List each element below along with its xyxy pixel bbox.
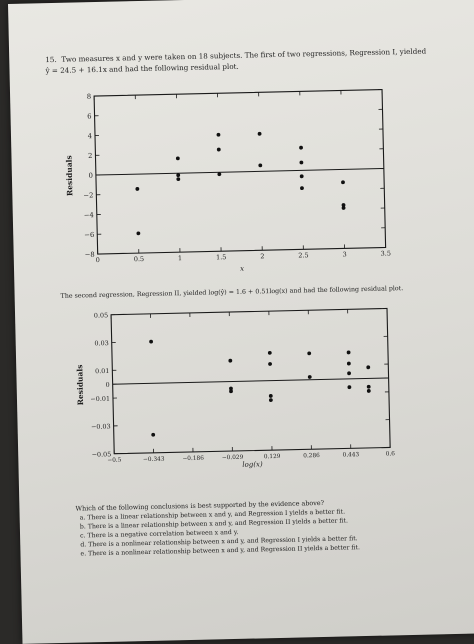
data-point (258, 163, 262, 167)
data-point (268, 351, 272, 355)
x-tick-label: 0.443 (343, 452, 360, 458)
data-point (300, 186, 304, 190)
x-tick-label: −0.029 (222, 455, 244, 461)
data-point (151, 433, 155, 437)
zero-line (96, 169, 384, 176)
data-point (367, 389, 371, 393)
y-axis-label: Residuals (75, 365, 85, 406)
x-axis-label: x (240, 265, 244, 273)
data-point (347, 362, 351, 366)
data-point (341, 180, 345, 184)
x-tick-label: −0.186 (182, 456, 204, 462)
y-tick-label: −6 (84, 231, 94, 239)
data-point (217, 148, 221, 152)
x-tick-label: 0 (96, 256, 100, 264)
residual-plot-regression-1: 0 0.5 1 1.5 2 2.5 3 3.5 8 6 4 2 0 −2 −4 −6 −8 Residuals x (63, 86, 391, 277)
x-tick-label: 1.5 (216, 253, 227, 261)
x-tick-label: 0.129 (264, 454, 281, 460)
data-point (300, 174, 304, 178)
y-tick-label: −2 (83, 191, 93, 199)
x-tick-label: 3.5 (380, 249, 391, 257)
data-point (136, 231, 140, 235)
data-point (269, 398, 273, 402)
y-tick-label: 0.05 (94, 311, 108, 319)
x-axis-label: log(x) (242, 460, 263, 468)
x-tick-label: 1 (178, 254, 182, 262)
data-point (347, 351, 351, 355)
y-tick-label: −4 (84, 211, 94, 219)
x-tick-label: 2.5 (298, 251, 309, 259)
x-tick-label: 3 (342, 250, 346, 258)
y-tick-label: −0.03 (91, 422, 111, 430)
data-point (366, 365, 370, 369)
data-point (367, 385, 371, 389)
zero-line (113, 378, 389, 384)
x-tick-label: −0.5 (107, 458, 122, 464)
choice-letter: d. (80, 541, 88, 548)
y-tick-label: 0 (105, 381, 109, 389)
data-point (299, 146, 303, 150)
y-tick-label: 2 (88, 152, 93, 160)
data-point (347, 371, 351, 375)
y-tick-label: −0.01 (90, 395, 110, 403)
choice-letter: a. (80, 514, 88, 521)
y-tick-label: 0.01 (95, 367, 109, 375)
data-point (217, 133, 221, 137)
data-point (307, 351, 311, 355)
x-tick-label: 0.286 (303, 453, 320, 459)
y-tick-label: −8 (85, 251, 95, 259)
y-tick-label: 0 (88, 172, 93, 180)
data-point (176, 156, 180, 160)
data-point (299, 161, 303, 165)
data-point (258, 132, 262, 136)
worksheet-page: 15. Two measures x and y were taken on 1… (8, 0, 474, 644)
y-tick-label: 8 (87, 93, 92, 101)
data-point (149, 340, 153, 344)
x-tick-label: 0.6 (386, 451, 396, 457)
y-axis-label: Residuals (64, 155, 74, 196)
x-tick-label: −0.343 (143, 457, 165, 463)
data-point (228, 359, 232, 363)
y-tick-label: −0.05 (92, 450, 112, 458)
residual-plot-regression-2: −0.5 −0.343 −0.186 −0.029 0.129 0.286 0.443 0.6… (74, 305, 395, 473)
data-point (176, 173, 180, 177)
data-point (347, 385, 351, 389)
y-tick-label: 6 (87, 112, 92, 120)
data-point (176, 177, 180, 181)
y-tick-label: 0.03 (94, 339, 108, 347)
choice-letter: b. (80, 523, 88, 530)
data-point (135, 187, 139, 191)
x-tick-label: 0.5 (134, 255, 145, 263)
data-point (269, 394, 273, 398)
choice-letter: e. (80, 550, 88, 557)
data-point (217, 172, 221, 176)
x-tick-label: 2 (260, 252, 264, 260)
y-tick-label: 4 (88, 132, 93, 140)
data-point (229, 389, 233, 393)
data-point (308, 375, 312, 379)
data-point (342, 206, 346, 210)
data-point (268, 362, 272, 366)
